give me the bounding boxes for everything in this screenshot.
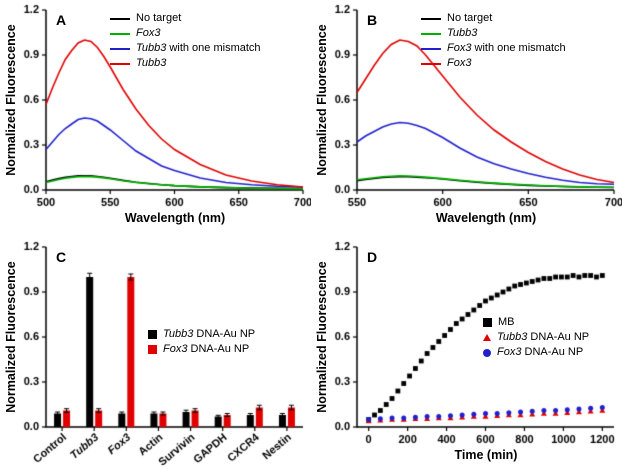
legend-label: Tubb3 with one mismatch	[136, 42, 261, 54]
legend-item: Tubb3 with one mismatch	[110, 41, 261, 56]
legend-item: Tubb3 DNA-Au NP	[483, 330, 589, 345]
panel-b-legend: No target Tubb3 Fox3 with one mismatch Fox3	[421, 11, 566, 71]
legend-item: Fox3 DNA-Au NP	[148, 342, 255, 357]
panel-d: D Normalized Fluorescence Time (min) MB T…	[311, 237, 622, 474]
line-marker-icon	[110, 17, 130, 20]
legend-item: Fox3 with one mismatch	[421, 41, 566, 56]
line-marker-icon	[110, 62, 130, 65]
legend-item: Fox3	[421, 56, 566, 71]
legend-item: No target	[110, 11, 261, 26]
legend-label: No target	[447, 12, 493, 24]
legend-item: No target	[421, 11, 566, 26]
panel-a-x-axis-title: Wavelength (nm)	[124, 211, 226, 225]
legend-item: Fox3 DNA-Au NP	[483, 345, 589, 360]
legend-item: Tubb3 DNA-Au NP	[148, 327, 255, 342]
legend-item: Tubb3	[421, 26, 566, 41]
panel-d-letter: D	[367, 249, 378, 265]
legend-item: Fox3	[110, 26, 261, 41]
legend-label: Tubb3 DNA-Au NP	[497, 331, 590, 343]
panel-c: C Normalized Fluorescence Tubb3 DNA-Au N…	[0, 237, 311, 474]
circle-marker-icon	[483, 348, 491, 357]
panel-a-y-axis-title: Normalized Fluorescence	[4, 24, 18, 176]
legend-label: Fox3	[447, 57, 472, 69]
panel-b-x-axis-title: Wavelength (nm)	[435, 211, 537, 225]
square-marker-icon	[148, 345, 157, 354]
line-marker-icon	[421, 47, 441, 50]
line-marker-icon	[421, 32, 441, 35]
legend-item: MB	[483, 315, 589, 330]
square-marker-icon	[148, 330, 157, 339]
panel-a-letter: A	[56, 12, 67, 28]
legend-label: Fox3 DNA-Au NP	[497, 346, 584, 358]
panel-c-y-axis-title: Normalized Fluorescence	[4, 261, 18, 413]
legend-label: Fox3 DNA-Au NP	[163, 343, 250, 355]
line-marker-icon	[421, 17, 441, 20]
panel-b-plot-canvas	[311, 0, 622, 237]
panel-b-y-axis-title: Normalized Fluorescence	[315, 24, 329, 176]
panel-d-legend: MB Tubb3 DNA-Au NP Fox3 DNA-Au NP	[483, 315, 589, 360]
panel-c-plot-canvas	[0, 237, 311, 474]
line-marker-icon	[110, 32, 130, 35]
legend-item: Tubb3	[110, 56, 261, 71]
panel-d-x-axis-title: Time (min)	[454, 448, 518, 462]
panel-b: B Normalized Fluorescence Wavelength (nm…	[311, 0, 622, 237]
panel-d-y-axis-title: Normalized Fluorescence	[315, 261, 329, 413]
line-marker-icon	[421, 62, 441, 65]
triangle-marker-icon	[483, 334, 491, 341]
legend-label: Fox3	[136, 27, 161, 39]
panel-c-letter: C	[56, 249, 67, 265]
panel-c-legend: Tubb3 DNA-Au NP Fox3 DNA-Au NP	[148, 327, 255, 357]
panel-d-plot-canvas	[311, 237, 622, 474]
panel-a-legend: No target Fox3 Tubb3 with one mismatch Tubb…	[110, 11, 261, 71]
legend-label: Fox3 with one mismatch	[447, 42, 566, 54]
panel-b-letter: B	[367, 12, 378, 28]
panel-a-plot-canvas	[0, 0, 311, 237]
legend-label: Tubb3	[447, 27, 478, 39]
legend-label: MB	[498, 316, 515, 328]
square-marker-icon	[483, 318, 492, 327]
legend-label: Tubb3 DNA-Au NP	[163, 328, 256, 340]
panel-a: A Normalized Fluorescence Wavelength (nm…	[0, 0, 311, 237]
legend-label: Tubb3	[136, 57, 167, 69]
legend-label: No target	[136, 12, 182, 24]
line-marker-icon	[110, 47, 130, 50]
